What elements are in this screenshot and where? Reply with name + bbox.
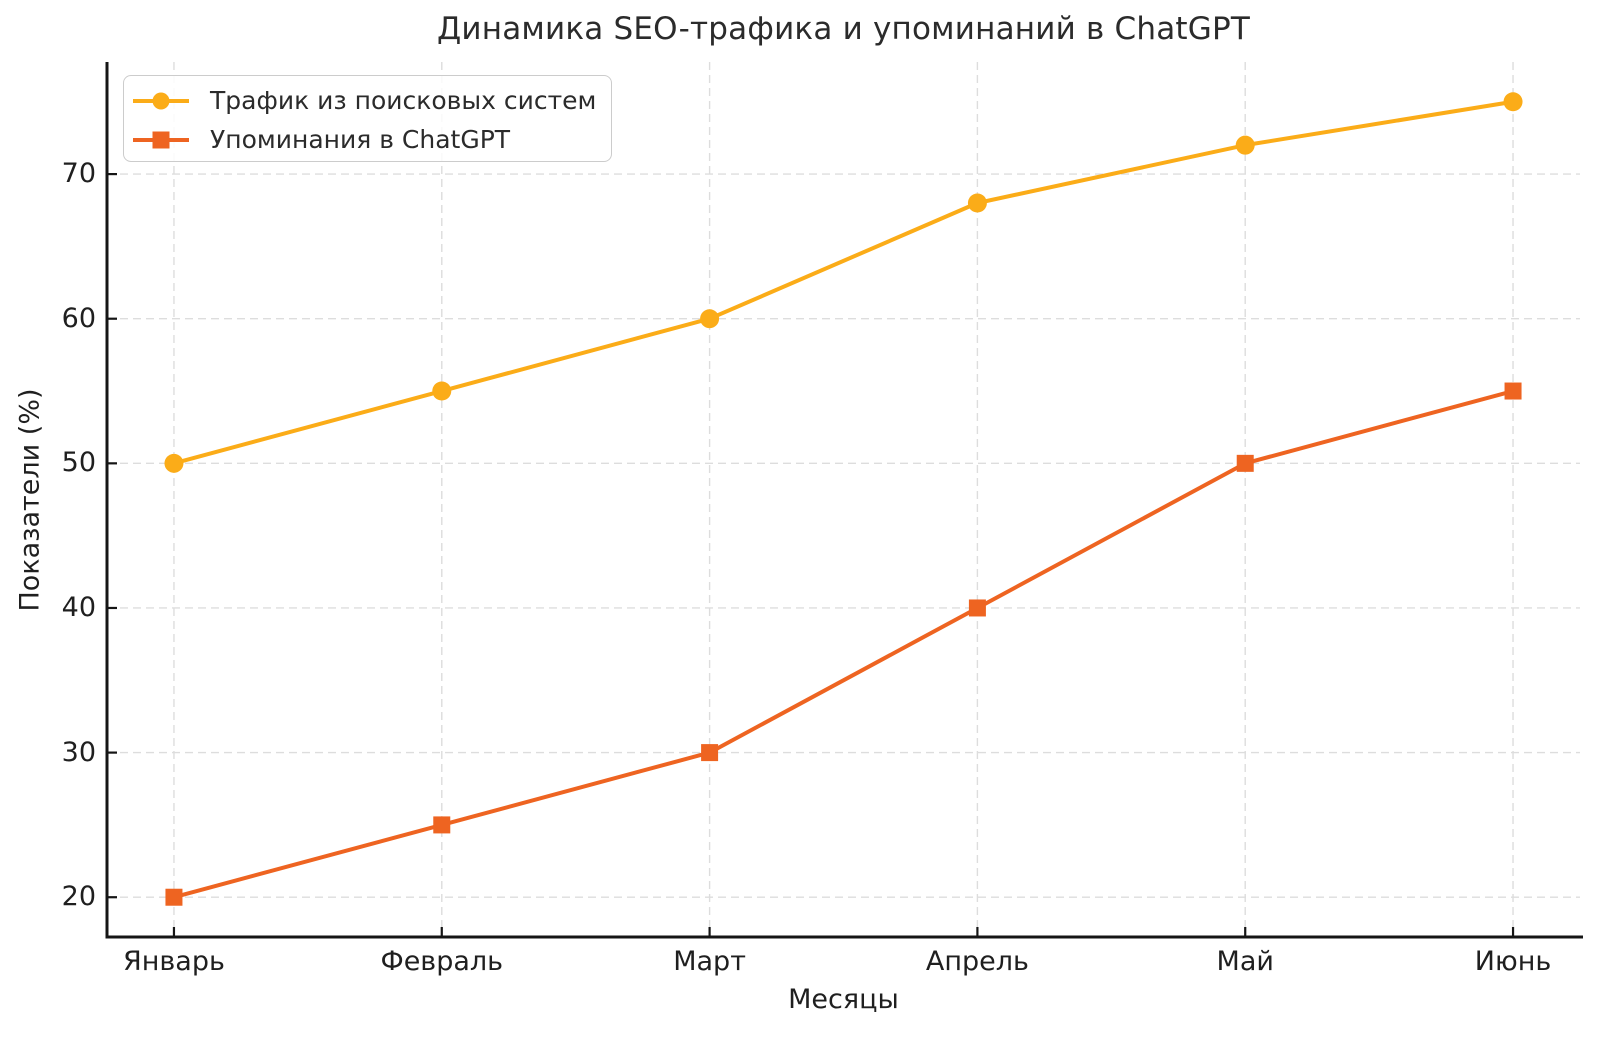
data-point-circle — [1235, 135, 1255, 155]
circle-marker-icon — [152, 92, 170, 109]
y-axis-label: Показатели (%) — [14, 388, 46, 612]
x-tick-labels: Январь Февраль Март Апрель Май Июнь — [0, 946, 1600, 982]
x-tick-label: Апрель — [925, 946, 1029, 977]
data-point-circle — [164, 453, 184, 473]
x-tick-label: Январь — [122, 946, 225, 977]
series-line-0 — [171, 99, 1516, 466]
y-tick-label: 40 — [61, 591, 96, 623]
data-point-square — [1504, 382, 1522, 400]
data-point-circle — [1503, 92, 1523, 112]
x-tick-label: Июнь — [1474, 946, 1552, 977]
series-line-1 — [171, 389, 1516, 900]
legend-sample-traffic — [133, 91, 189, 111]
legend-sample-mentions — [133, 130, 189, 150]
data-point-circle — [700, 309, 720, 329]
x-tick-label: Март — [673, 946, 746, 977]
y-tick-label: 60 — [61, 302, 96, 334]
chart-title: Динамика SEO-трафика и упоминаний в Chat… — [436, 11, 1251, 47]
data-point-square — [701, 744, 719, 762]
data-point-square — [433, 816, 451, 834]
data-point-square — [1236, 454, 1254, 472]
legend-item-mentions: Упоминания в ChatGPT — [133, 120, 601, 159]
square-marker-icon — [152, 131, 170, 148]
x-axis-label: Месяцы — [788, 984, 899, 1015]
data-point-circle — [967, 193, 987, 213]
data-point-square — [165, 888, 183, 906]
y-tick-labels: 20 30 40 50 60 70 — [0, 0, 110, 1041]
data-point-circle — [432, 381, 452, 401]
data-point-square — [968, 599, 986, 617]
x-tick-label: Февраль — [380, 946, 504, 977]
y-tick-label: 70 — [61, 158, 96, 190]
y-tick-label: 50 — [61, 447, 96, 479]
legend-label-traffic: Трафик из поисковых систем — [210, 86, 597, 115]
y-tick-label: 30 — [61, 736, 96, 768]
legend-label-mentions: Упоминания в ChatGPT — [210, 125, 511, 154]
legend: Трафик из поисковых систем Упоминания в … — [123, 75, 612, 162]
y-tick-label: 20 — [61, 881, 96, 913]
legend-item-traffic: Трафик из поисковых систем — [133, 81, 601, 120]
x-tick-label: Май — [1216, 946, 1274, 977]
